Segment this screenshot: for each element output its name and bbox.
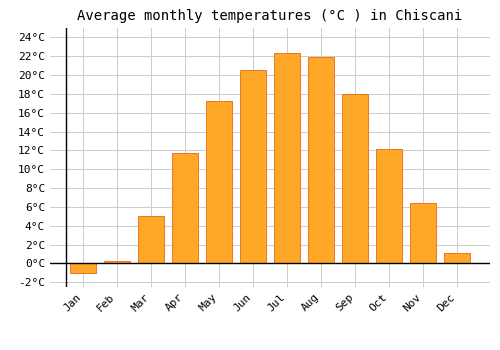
Bar	[410, 203, 436, 264]
Bar	[104, 261, 130, 264]
Bar	[138, 216, 164, 264]
Bar	[206, 102, 232, 264]
Bar	[274, 54, 300, 264]
Bar	[444, 253, 470, 264]
Bar	[342, 94, 368, 264]
Bar	[240, 70, 266, 264]
Title: Average monthly temperatures (°C ) in Chiscani: Average monthly temperatures (°C ) in Ch…	[78, 9, 462, 23]
Bar	[172, 153, 198, 264]
Bar	[70, 264, 96, 273]
Bar	[376, 148, 402, 264]
Bar	[308, 57, 334, 264]
